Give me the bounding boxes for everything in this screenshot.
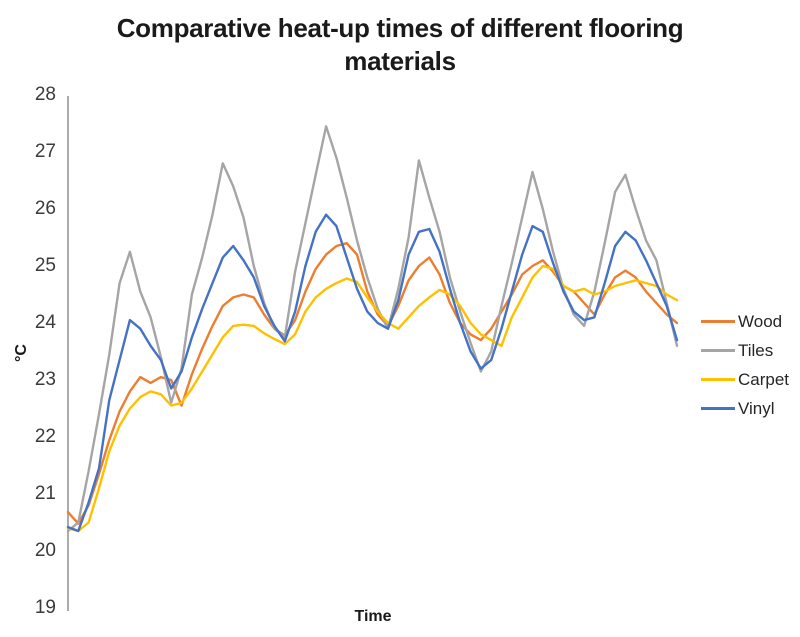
- series-line-wood: [66, 241, 679, 525]
- chart-title-line2: materials: [344, 46, 456, 76]
- legend-label-tiles: Tiles: [738, 340, 774, 360]
- y-axis-tick-label: 24: [34, 312, 56, 333]
- legend-item-tiles: Tiles: [701, 336, 800, 365]
- y-axis-tick-label: 20: [34, 540, 56, 561]
- legend-item-wood: Wood: [701, 307, 800, 336]
- chart-title: Comparative heat-up times of different f…: [0, 12, 800, 78]
- y-axis-tick-label: 21: [34, 483, 56, 504]
- y-axis-tick-label: 27: [34, 141, 56, 162]
- y-axis-line: [67, 96, 69, 611]
- y-axis-tick-label: 22: [34, 426, 56, 447]
- y-axis-tick-label: 26: [34, 198, 56, 219]
- legend-item-vinyl: Vinyl: [701, 394, 800, 423]
- legend-swatch-vinyl: [701, 407, 735, 410]
- legend-swatch-wood: [701, 320, 735, 323]
- legend-label-wood: Wood: [738, 311, 783, 331]
- series-line-vinyl: [66, 213, 679, 533]
- y-axis-tick-label: 28: [34, 84, 56, 105]
- y-axis-tick-label: 23: [34, 369, 56, 390]
- legend-item-carpet: Carpet: [701, 365, 800, 394]
- legend-label-vinyl: Vinyl: [738, 398, 775, 418]
- y-axis-tick-label: 19: [34, 597, 56, 618]
- series-line-tiles: [66, 125, 679, 533]
- chart-title-line1: Comparative heat-up times of different f…: [116, 13, 684, 43]
- x-axis-title: Time: [354, 608, 392, 625]
- legend-swatch-tiles: [701, 349, 735, 352]
- legend-label-carpet: Carpet: [738, 369, 790, 389]
- legend: Wood Tiles Carpet Vinyl: [701, 307, 800, 423]
- series-line-carpet: [66, 264, 679, 533]
- y-axis-tick-label: 25: [34, 255, 56, 276]
- legend-swatch-carpet: [701, 378, 735, 381]
